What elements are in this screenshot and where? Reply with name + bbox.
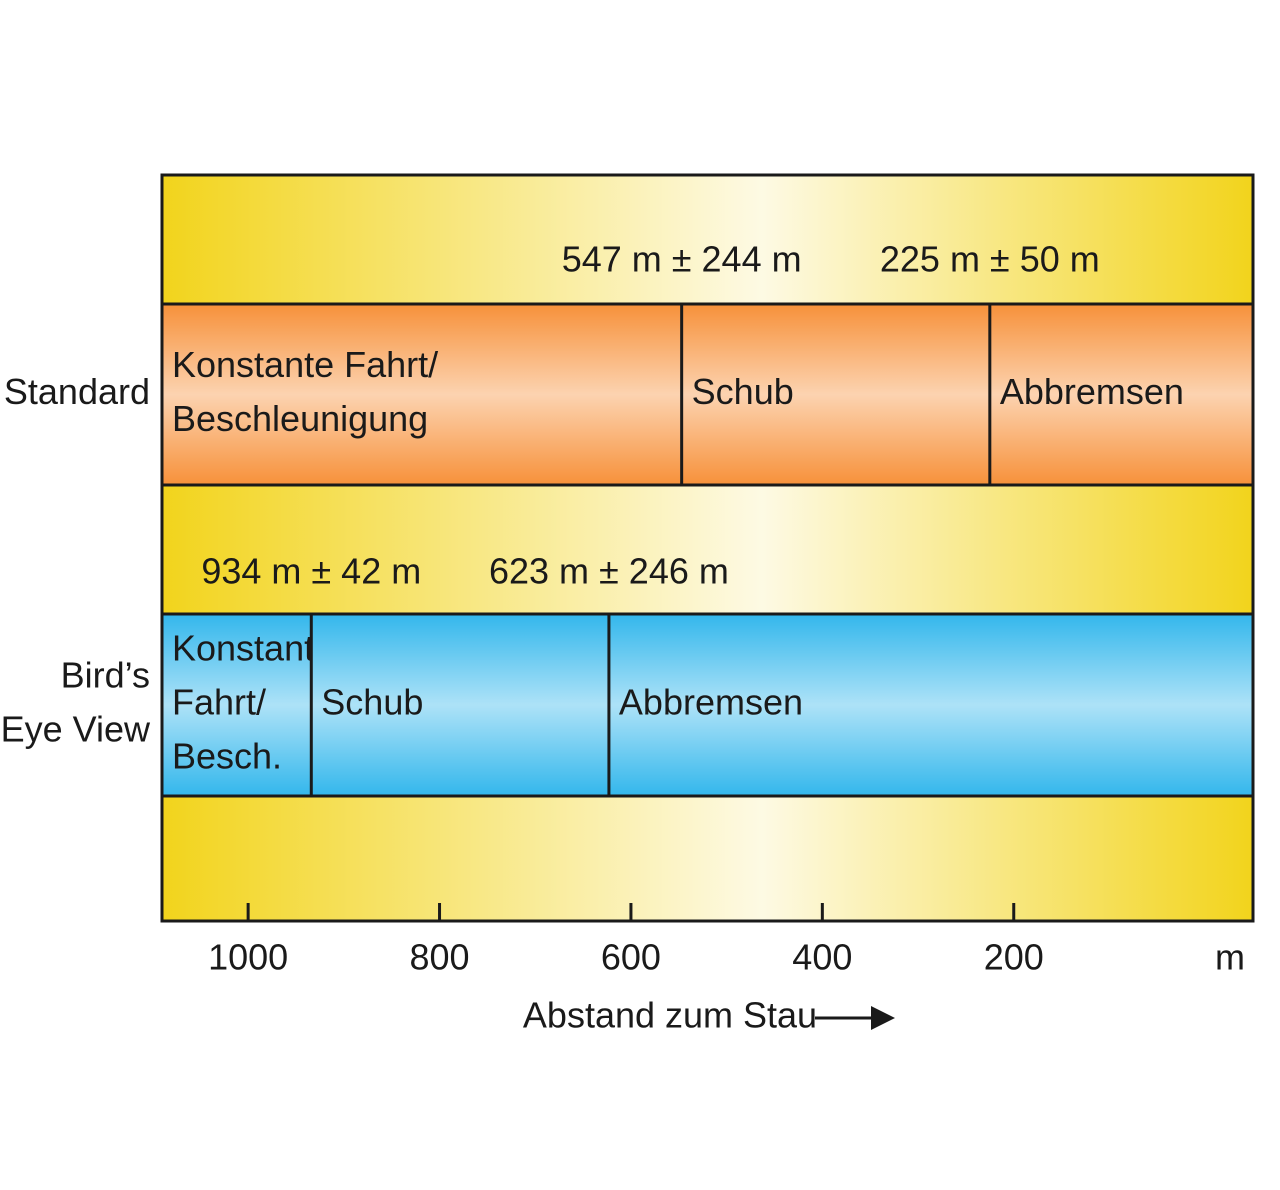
layer: 1000 800 600 400 200 Konstante Fahrt/Beschleu…: [1, 239, 1255, 978]
phase-label: Schub: [321, 682, 423, 723]
boundary-label: 934 m ± 42 m: [201, 551, 421, 592]
phase-shine: [311, 614, 609, 796]
phase-label: Abbremsen: [1000, 371, 1184, 412]
plot-frame: [160, 173, 1255, 923]
row-label: Standard: [4, 371, 150, 412]
phase-label: Abbremsen: [619, 682, 803, 723]
boundary-label: 225 m ± 50 m: [880, 239, 1100, 280]
phase-label: Beschleunigung: [172, 398, 428, 439]
phase-shine: [681, 304, 990, 485]
phase-label: Fahrt/: [172, 682, 266, 723]
x-tick-label: 800: [409, 937, 469, 978]
phase-label: Schub: [692, 371, 794, 412]
x-tick-label: 400: [792, 937, 852, 978]
phase-label: Konstante: [172, 628, 334, 669]
phase-shine: [608, 614, 1253, 796]
row-label: Eye View: [1, 709, 151, 750]
phase-label: Besch.: [172, 736, 282, 777]
plot-highlight: [162, 175, 1253, 921]
x-axis-label: Abstand zum Stau: [523, 995, 817, 1036]
x-tick-label: 200: [984, 937, 1044, 978]
boundary-label: 547 m ± 244 m: [562, 239, 802, 280]
row-label: Bird’s: [61, 655, 150, 696]
x-tick-label: 1000: [208, 937, 288, 978]
x-unit: m: [1215, 937, 1245, 978]
phase-shine: [989, 304, 1253, 485]
boundary-label: 623 m ± 246 m: [489, 551, 729, 592]
phase-shine: [162, 304, 682, 485]
x-tick-label: 600: [601, 937, 661, 978]
phase-shine: [162, 614, 312, 796]
phase-label: Konstante Fahrt/: [172, 344, 438, 385]
